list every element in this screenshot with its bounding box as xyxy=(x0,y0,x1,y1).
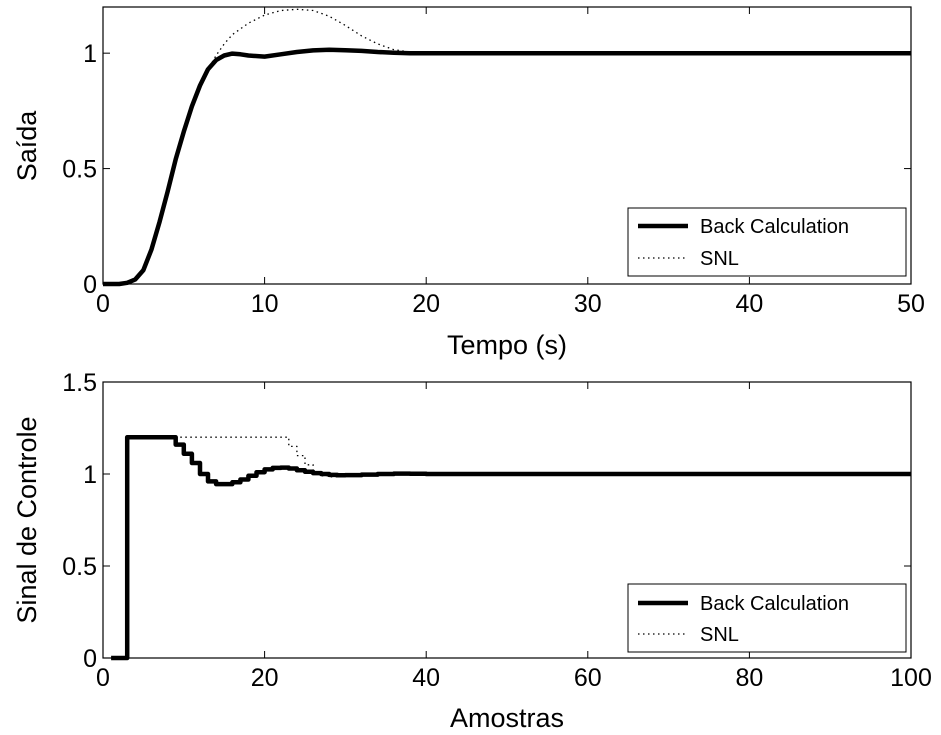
bottom-plot-x-ticks: 0 20 40 60 80 100 xyxy=(96,382,932,692)
bottom-plot-y-tick-label: 1.5 xyxy=(62,369,97,397)
bottom-plot-x-tick-label: 100 xyxy=(890,664,932,692)
top-plot-y-tick-label: 0.5 xyxy=(62,156,97,184)
bottom-plot-legend: Back Calculation SNL xyxy=(627,583,907,653)
bottom-plot-y-axis-label: Sinal de Controle xyxy=(12,416,42,623)
top-plot-y-axis-label: Saída xyxy=(12,110,42,182)
top-plot-y-tick-label: 0 xyxy=(83,271,97,299)
top-plot-legend-label-snl: SNL xyxy=(700,248,739,270)
bottom-plot-y-ticks: 0 0.5 1 1.5 xyxy=(62,369,911,673)
top-plot-y-ticks: 00.51 xyxy=(62,40,911,299)
bottom-plot-y-tick-label: 1 xyxy=(83,461,97,489)
top-plot: 0 10 20 30 40 50 00.51 Tempo (s) Saída Back C… xyxy=(12,6,925,360)
top-plot-x-tick-label: 0 xyxy=(96,290,110,318)
top-plot-x-tick-label: 20 xyxy=(412,290,440,318)
top-plot-x-tick-label: 10 xyxy=(251,290,279,318)
bottom-plot-x-axis-label: Amostras xyxy=(450,703,564,733)
bottom-plot-x-tick-label: 20 xyxy=(251,664,279,692)
bottom-plot-x-tick-label: 80 xyxy=(735,664,763,692)
top-plot-legend-box xyxy=(627,207,907,277)
top-plot-x-ticks: 0 10 20 30 40 50 xyxy=(96,7,925,318)
bottom-plot-x-tick-label: 0 xyxy=(96,664,110,692)
top-plot-series-back-calculation xyxy=(103,47,911,287)
bottom-plot-legend-label-snl: SNL xyxy=(700,624,739,646)
bottom-plot-legend-box xyxy=(627,583,907,653)
bottom-plot-x-tick-label: 40 xyxy=(412,664,440,692)
top-plot-x-tick-label: 50 xyxy=(897,290,925,318)
bottom-plot-legend-label-back-calculation: Back Calculation xyxy=(700,593,849,615)
bottom-plot-y-tick-label: 0 xyxy=(83,645,97,673)
top-plot-x-axis-label: Tempo (s) xyxy=(447,330,567,360)
top-plot-legend: Back Calculation SNL xyxy=(627,207,907,277)
top-plot-series xyxy=(103,8,911,287)
top-plot-y-tick-label: 1 xyxy=(83,40,97,68)
bottom-plot-series-back-calculation xyxy=(111,434,911,661)
top-plot-x-tick-label: 40 xyxy=(735,290,763,318)
top-plot-x-tick-label: 30 xyxy=(574,290,602,318)
bottom-plot: 0 20 40 60 80 100 0 0.5 1 1.5 Amostras Sinal de … xyxy=(12,369,932,733)
bottom-plot-series xyxy=(111,434,911,661)
bottom-plot-x-tick-label: 60 xyxy=(574,664,602,692)
top-plot-legend-label-back-calculation: Back Calculation xyxy=(700,216,849,238)
bottom-plot-y-tick-label: 0.5 xyxy=(62,553,97,581)
